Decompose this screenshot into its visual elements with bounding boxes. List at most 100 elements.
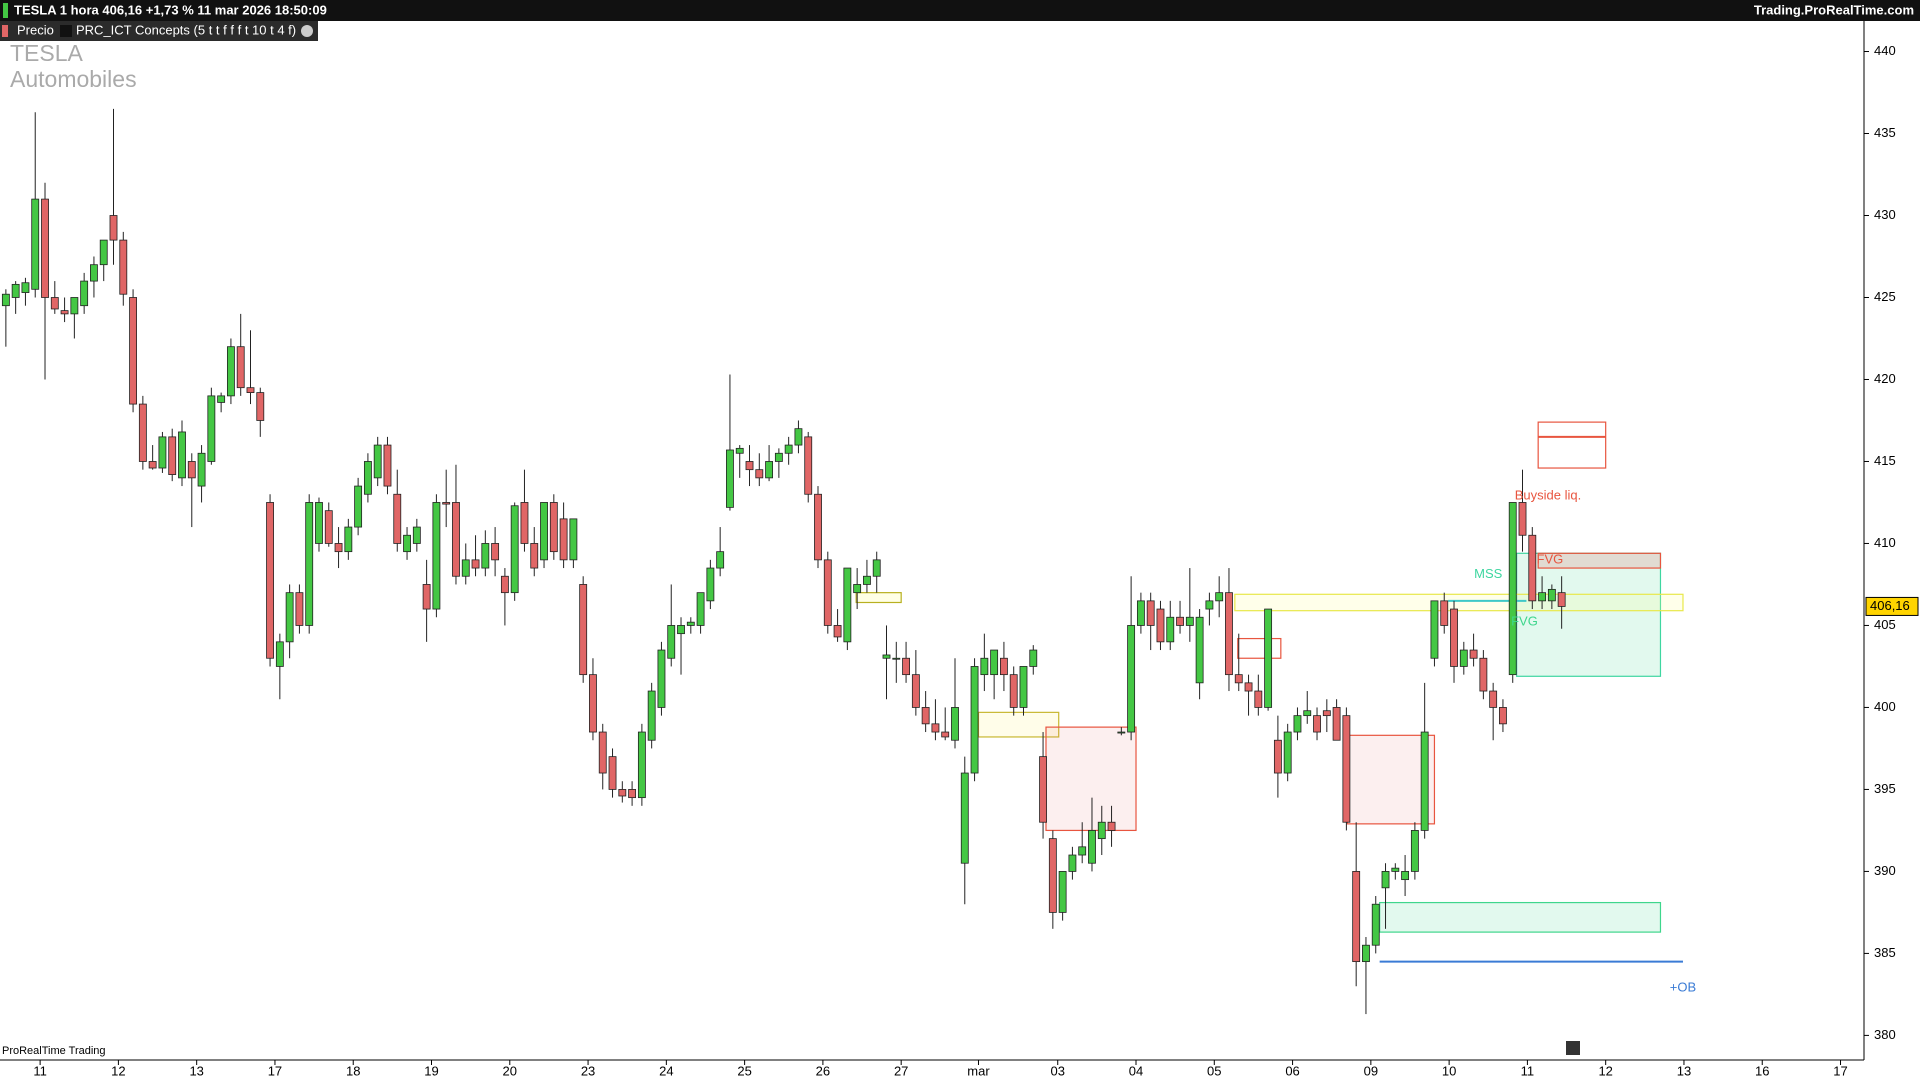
last-price-label: 406,16 bbox=[1870, 598, 1910, 613]
candle-body bbox=[911, 674, 920, 708]
tab-indicator[interactable]: PRC_ICT Concepts (5 t t f f f t 10 t 4 f… bbox=[76, 22, 296, 37]
candle-body bbox=[735, 447, 744, 454]
candle-body bbox=[863, 575, 871, 585]
x-tick-label: mar bbox=[967, 1063, 990, 1078]
candle-body bbox=[1176, 616, 1184, 626]
candle-body bbox=[686, 621, 695, 626]
candle-body bbox=[452, 502, 460, 577]
candle-body bbox=[960, 772, 969, 864]
candle-body bbox=[1078, 846, 1087, 856]
candle-body bbox=[667, 625, 676, 659]
annotation: Buyside liq. bbox=[1515, 487, 1581, 502]
candle-body bbox=[1273, 739, 1282, 774]
icon bbox=[3, 3, 8, 18]
candle-body bbox=[21, 282, 30, 293]
x-tick-label: 04 bbox=[1129, 1063, 1143, 1078]
candle-body bbox=[1058, 871, 1067, 913]
candle-body bbox=[1371, 903, 1380, 946]
x-tick-label: 09 bbox=[1364, 1063, 1378, 1078]
x-tick-label: 12 bbox=[1598, 1063, 1612, 1078]
candle-body bbox=[902, 657, 910, 676]
candle-body bbox=[148, 461, 157, 469]
candle-body bbox=[1244, 682, 1253, 692]
candle-body bbox=[931, 723, 940, 733]
candle-body bbox=[1518, 502, 1527, 536]
candle-body bbox=[1557, 592, 1566, 607]
x-tick-label: 13 bbox=[189, 1063, 203, 1078]
candle-body bbox=[1332, 707, 1341, 741]
candle-body bbox=[549, 502, 558, 553]
tab-icon bbox=[2, 25, 8, 37]
candle-body bbox=[657, 649, 666, 708]
tab-bar bbox=[0, 21, 318, 41]
candle-body bbox=[1117, 731, 1126, 734]
candle-body bbox=[774, 452, 783, 462]
candle-body bbox=[275, 641, 284, 667]
candle-body bbox=[187, 461, 196, 479]
tab-price[interactable]: Precio bbox=[17, 22, 54, 37]
y-tick-label: 410 bbox=[1874, 535, 1896, 550]
candle-body bbox=[892, 657, 901, 660]
x-tick-label: 23 bbox=[581, 1063, 595, 1078]
candle-body bbox=[1381, 871, 1390, 889]
candle-body bbox=[1410, 830, 1419, 872]
candle-body bbox=[1508, 502, 1517, 676]
x-tick-label: 11 bbox=[33, 1063, 47, 1078]
watermark: Automobiles bbox=[10, 66, 137, 92]
candle-body bbox=[1127, 625, 1136, 733]
x-tick-label: 03 bbox=[1051, 1063, 1065, 1078]
candle-body bbox=[1430, 600, 1439, 659]
zone bbox=[1537, 421, 1607, 469]
candle-body bbox=[1440, 600, 1449, 626]
candle-body bbox=[31, 198, 40, 290]
x-tick-label: 06 bbox=[1285, 1063, 1299, 1078]
annotation: +OB bbox=[1670, 979, 1696, 994]
candle-body bbox=[647, 690, 656, 741]
x-tick-label: 20 bbox=[503, 1063, 517, 1078]
x-tick-label: 17 bbox=[1833, 1063, 1847, 1078]
candle-body bbox=[1195, 616, 1204, 684]
candle-body bbox=[1362, 944, 1370, 963]
instrument: TESLA 1 hora 406,16 +1,73 % 11 mar 2026 … bbox=[14, 2, 327, 17]
x-tick-label: 05 bbox=[1207, 1063, 1221, 1078]
candle-body bbox=[334, 543, 343, 553]
zone bbox=[1237, 637, 1282, 659]
candle-body bbox=[138, 403, 147, 462]
candle-body bbox=[481, 543, 490, 569]
x-tick-label: 16 bbox=[1755, 1063, 1769, 1078]
site: Trading.ProRealTime.com bbox=[1754, 2, 1914, 17]
zone bbox=[1346, 734, 1436, 825]
x-tick-label: 19 bbox=[424, 1063, 438, 1078]
candle-body bbox=[1459, 649, 1468, 667]
zone bbox=[1516, 552, 1662, 677]
candle-body bbox=[882, 654, 891, 659]
candle-body bbox=[432, 502, 441, 610]
close-button[interactable] bbox=[301, 25, 313, 37]
zone bbox=[1045, 726, 1137, 832]
candle-body bbox=[41, 198, 49, 298]
candle-body bbox=[1313, 715, 1321, 733]
watermark: TESLA bbox=[10, 40, 84, 66]
candle-body bbox=[1068, 854, 1077, 872]
candle-body bbox=[843, 567, 852, 643]
candle-body bbox=[1401, 871, 1410, 881]
candle-body bbox=[745, 461, 754, 471]
info-icon[interactable] bbox=[1566, 1041, 1580, 1055]
candle-body bbox=[1499, 707, 1507, 725]
candle-body bbox=[1322, 710, 1331, 717]
candle-body bbox=[197, 452, 206, 487]
candle-body bbox=[921, 707, 930, 725]
candle-body bbox=[461, 559, 470, 577]
candle-body bbox=[1, 293, 10, 307]
candle-body bbox=[1048, 838, 1057, 913]
candle-body bbox=[90, 264, 98, 282]
y-tick-label: 415 bbox=[1874, 453, 1896, 468]
y-tick-label: 425 bbox=[1874, 289, 1896, 304]
candle-body bbox=[1352, 871, 1361, 963]
candle-body bbox=[1303, 710, 1312, 717]
candle-body bbox=[1254, 690, 1263, 708]
candle-body bbox=[980, 657, 989, 676]
candle-body bbox=[520, 502, 529, 544]
y-tick-label: 435 bbox=[1874, 125, 1896, 140]
